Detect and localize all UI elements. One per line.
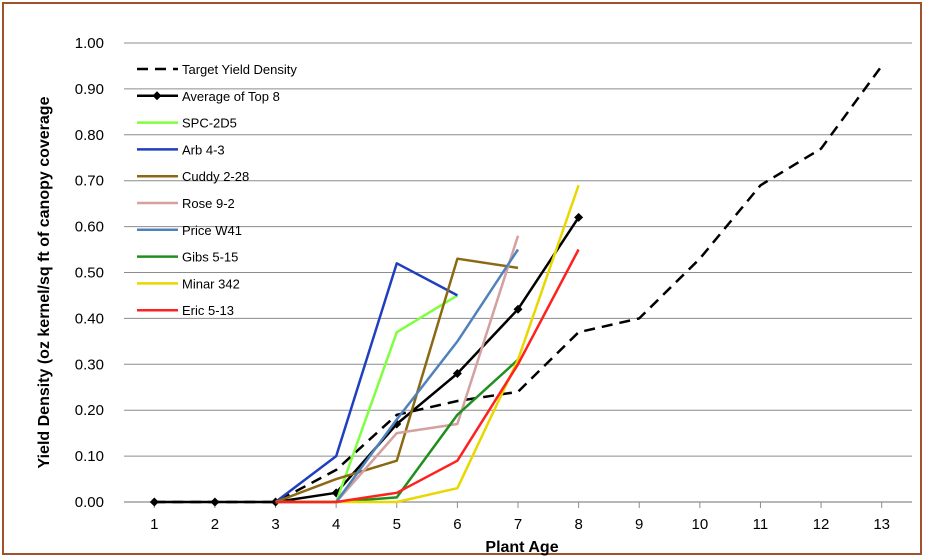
x-tick-label: 12 [813,516,830,533]
legend-label: Price W41 [182,223,242,238]
series-line-7 [275,358,519,504]
x-tick-label: 13 [873,516,890,533]
data-point [210,497,220,507]
series-line-6 [275,248,520,504]
series-line-5 [275,235,520,504]
y-tick-label: 0.80 [75,127,104,144]
legend-label: Target Yield Density [182,62,297,77]
legend-label: Arb 4-3 [182,142,225,157]
y-tick-label: 0.90 [75,81,104,98]
y-tick-label: 0.30 [75,356,104,373]
series-line-0 [154,65,883,504]
y-tick-label: 0.10 [75,448,104,465]
x-tick-label: 5 [393,516,401,533]
x-tick-label: 8 [574,516,582,533]
y-tick-label: 0.40 [75,310,104,327]
x-tick-label: 9 [635,516,643,533]
legend-label: Minar 342 [182,276,240,291]
legend-label: Average of Top 8 [182,89,280,104]
legend-label: Cuddy 2-28 [182,169,249,184]
gridlines [124,42,912,457]
y-tick-label: 0.20 [75,402,104,419]
series-line-4 [275,257,519,504]
series-line-9 [275,248,580,504]
x-tick-label: 3 [271,516,279,533]
data-point [513,304,523,314]
data-point [574,212,584,222]
series-lines [149,65,883,507]
series-line-1 [154,216,580,504]
series-line-3 [274,262,458,503]
x-tick-label: 10 [692,516,709,533]
x-tick-label: 11 [753,516,769,533]
y-tick-label: 0.70 [75,173,104,190]
x-tick-label: 7 [514,516,522,533]
y-axis-title: Yield Density (oz kernel/sq ft of canopy… [36,96,53,468]
x-tick-label: 1 [150,516,158,533]
legend-marker [152,91,162,101]
legend: Target Yield Density Average of Top 8 SPC-… [137,62,297,318]
legend-label: SPC-2D5 [182,116,237,131]
y-tick-label: 1.00 [75,35,104,52]
x-tick-label: 4 [332,516,340,533]
x-tick-label: 2 [211,516,219,533]
legend-label: Rose 9-2 [182,196,235,211]
y-tick-label: 0.00 [75,494,104,511]
legend-label: Eric 5-13 [182,303,234,318]
x-axis-title: Plant Age [485,539,558,556]
y-tick-label: 0.60 [75,219,104,236]
axes: 0.00 0.10 0.20 0.30 0.40 0.50 0.60 0.70 0.80 0.90… [75,35,912,533]
legend-label: Gibs 5-15 [182,250,238,265]
x-tick-label: 6 [453,516,461,533]
data-point [452,368,462,378]
y-tick-label: 0.50 [75,265,104,282]
data-point [149,497,159,507]
